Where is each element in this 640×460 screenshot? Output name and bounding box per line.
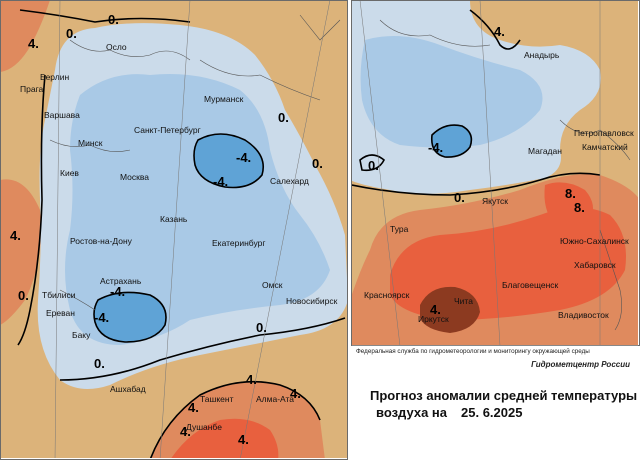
city-label: Баку xyxy=(72,330,91,340)
cold-zone-core-2 xyxy=(94,292,166,342)
city-label: Душанбе xyxy=(186,422,222,432)
city-label: Москва xyxy=(120,172,149,182)
isoline-label: 0. xyxy=(256,320,267,335)
city-label: Южно-Сахалинск xyxy=(560,236,629,246)
isoline-labels-west: 0. 4. 0. 0. -4. -4. 4. 0. 0. -4. -4. 0. … xyxy=(10,12,323,447)
city-label: Берлин xyxy=(40,72,69,82)
isoline-label: -4. xyxy=(428,140,443,155)
isoline-label: 4. xyxy=(430,302,441,317)
cities-west: Осло Берлин Прага Варшава Минск Киев Сан… xyxy=(20,42,338,432)
city-label: Прага xyxy=(20,84,43,94)
city-label: Астрахань xyxy=(100,276,142,286)
isoline-label: 4. xyxy=(238,432,249,447)
isoline-label: -4. xyxy=(213,174,228,189)
city-label: Тура xyxy=(390,224,409,234)
isoline-label: 4. xyxy=(188,400,199,415)
city-label: Омск xyxy=(262,280,283,290)
isoline-label: 4. xyxy=(290,386,301,401)
east-map-panel: 4. -4. 0. 8. 8. 0. 4. Анадырь Петропавло… xyxy=(352,1,638,345)
forecast-title-line2: воздуха на 25. 6.2025 xyxy=(376,405,522,420)
city-label: Ашхабад xyxy=(110,384,146,394)
forecast-title: Прогноз аномалии средней температуры xyxy=(370,388,638,403)
city-label: Новосибирск xyxy=(286,296,338,306)
city-label: Красноярск xyxy=(364,290,410,300)
west-map-panel: 0. 4. 0. 0. -4. -4. 4. 0. 0. -4. -4. 0. … xyxy=(1,1,347,458)
city-label: Камчатский xyxy=(582,142,628,152)
isoline-label: 0. xyxy=(94,356,105,371)
city-label: Мурманск xyxy=(204,94,244,104)
city-label: Тбилиси xyxy=(42,290,76,300)
cold-zone-east-inner xyxy=(360,36,543,148)
isoline-label: 4. xyxy=(10,228,21,243)
isoline-label: 0. xyxy=(278,110,289,125)
forecast-date: 25. 6.2025 xyxy=(461,405,523,420)
city-label: Якутск xyxy=(482,196,508,206)
city-label: Петропавловск xyxy=(574,128,634,138)
isoline-label: 8. xyxy=(574,200,585,215)
title-prefix: воздуха на xyxy=(376,405,448,420)
city-label: Ростов-на-Дону xyxy=(70,236,133,246)
warm-zone-w xyxy=(1,179,42,325)
isoline-label: 8. xyxy=(565,186,576,201)
isoline-label: -4. xyxy=(110,284,125,299)
city-label: Анадырь xyxy=(524,50,560,60)
isoline-label: 0. xyxy=(312,156,323,171)
city-label: Варшава xyxy=(44,110,80,120)
isoline-label: 0. xyxy=(108,12,119,27)
west-panel-frame xyxy=(0,0,348,460)
city-label: Хабаровск xyxy=(574,260,616,270)
city-label: Екатеринбург xyxy=(212,238,265,248)
isoline-label: -4. xyxy=(236,150,251,165)
city-label: Владивосток xyxy=(558,310,609,320)
forecast-info-box: Федеральная служба по гидрометеорологии … xyxy=(352,345,638,459)
isoline-label: 0. xyxy=(18,288,29,303)
center-name: Гидрометцентр России xyxy=(531,360,630,369)
city-label: Благовещенск xyxy=(502,280,559,290)
agency-name: Федеральная служба по гидрометеорологии … xyxy=(356,348,590,355)
city-label: Салехард xyxy=(270,176,309,186)
isoline-label: 4. xyxy=(28,36,39,51)
very-warm-zone-east xyxy=(420,286,480,333)
isoline-label: 0. xyxy=(454,190,465,205)
city-label: Минск xyxy=(78,138,103,148)
isoline-label: 4. xyxy=(246,372,257,387)
isoline-label: -4. xyxy=(94,310,109,325)
cities-east: Анадырь Петропавловск Камчатский Магадан… xyxy=(364,50,634,324)
city-label: Алма-Ата xyxy=(256,394,294,404)
isoline-labels-east: 4. -4. 0. 8. 8. 0. 4. xyxy=(368,24,585,317)
isoline-label: 0. xyxy=(368,158,379,173)
city-label: Ташкент xyxy=(200,394,234,404)
east-panel-frame xyxy=(351,0,640,346)
cold-zone-core-1 xyxy=(194,134,264,188)
isoline-label: 4. xyxy=(180,424,191,439)
city-label: Санкт-Петербург xyxy=(134,125,201,135)
cold-zone-east-core xyxy=(431,125,472,158)
city-label: Чита xyxy=(454,296,473,306)
city-label: Иркутск xyxy=(418,314,449,324)
isoline-label: 0. xyxy=(66,26,77,41)
warm-zone-nw xyxy=(1,1,50,72)
city-label: Киев xyxy=(60,168,79,178)
warm-zone-south-2 xyxy=(171,418,279,458)
city-label: Ереван xyxy=(46,308,75,318)
city-label: Казань xyxy=(160,214,188,224)
city-label: Осло xyxy=(106,42,127,52)
cold-zone-inner-1 xyxy=(65,74,330,345)
isoline-label: 4. xyxy=(494,24,505,39)
warm-zone-east-ne xyxy=(544,182,594,227)
city-label: Магадан xyxy=(528,146,562,156)
